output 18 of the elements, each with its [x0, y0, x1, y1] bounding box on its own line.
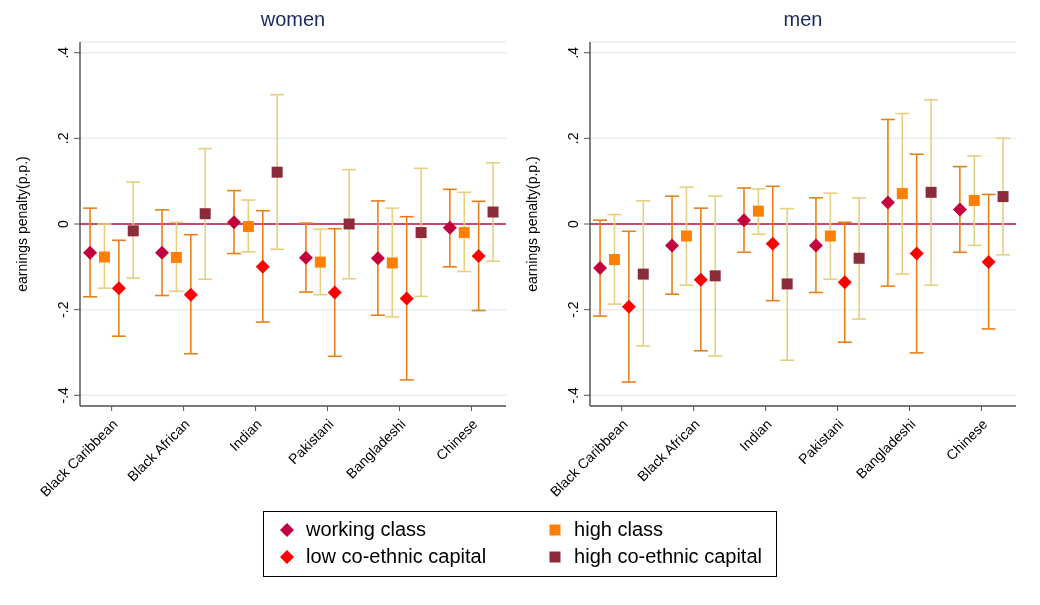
- chart-title: men: [782, 8, 824, 32]
- y-tick-label: -.2: [565, 301, 581, 318]
- y-tick-label: 0: [565, 219, 581, 228]
- y-axis-title: earnings penalty(p.p.): [13, 156, 30, 292]
- legend-label: low co-ethnic capital: [306, 545, 487, 568]
- y-axis-title: earnings penalty(p.p.): [523, 156, 540, 292]
- y-tick-label: -.4: [55, 386, 71, 404]
- y-tick-label: .4: [55, 46, 71, 59]
- y-tick-label: -.2: [55, 301, 71, 318]
- y-tick-label: .4: [565, 46, 581, 59]
- y-tick-label: .2: [55, 132, 71, 145]
- legend-label: high class: [574, 518, 664, 541]
- y-tick-label: .2: [565, 132, 581, 145]
- legend-label: working class: [306, 518, 427, 541]
- legend-label: high co-ethnic capital: [574, 545, 762, 568]
- y-tick-label: 0: [55, 219, 71, 228]
- y-tick-label: -.4: [565, 386, 581, 404]
- chart-title: women: [259, 8, 327, 32]
